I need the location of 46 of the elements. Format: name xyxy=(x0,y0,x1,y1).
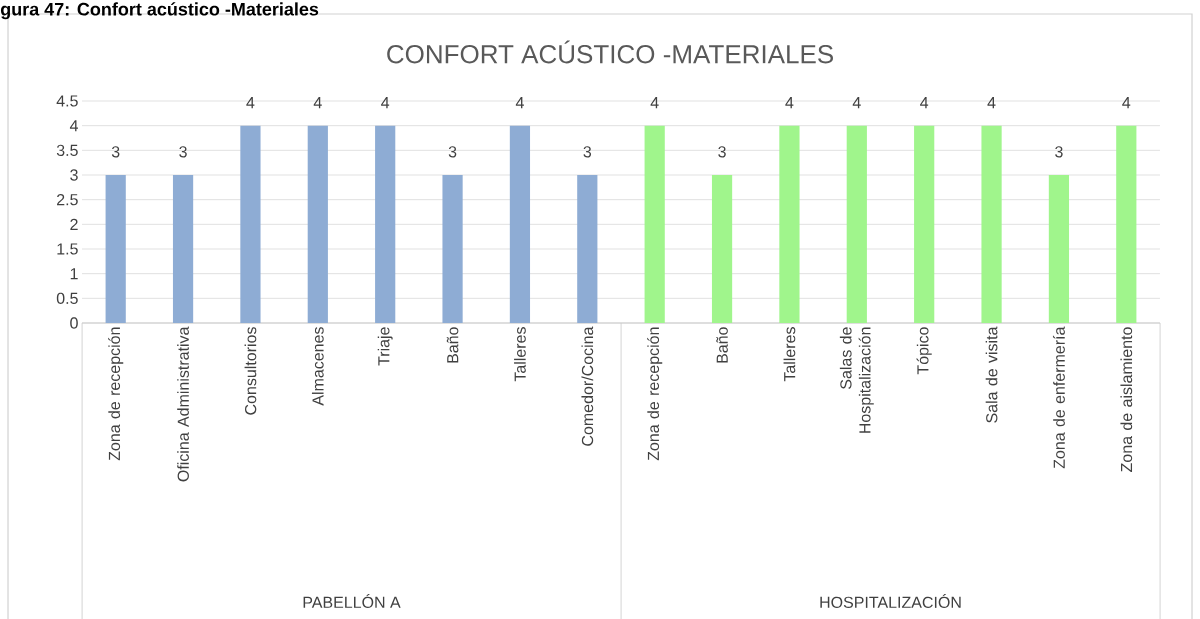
y-tick-label: 3.5 xyxy=(56,144,78,156)
data-label: 4 xyxy=(785,97,794,109)
x-tick-label: Salas de Hospitalización xyxy=(839,327,874,433)
data-label: 3 xyxy=(179,146,187,158)
x-tick-label: Triaje xyxy=(377,327,393,366)
x-tick-label: Comedor/Cocina xyxy=(581,326,594,446)
data-label: 4 xyxy=(246,97,255,109)
data-label: 3 xyxy=(111,146,120,158)
data-label: 4 xyxy=(1122,97,1131,109)
data-label: 4 xyxy=(920,97,929,109)
x-tick-label: Baño xyxy=(446,327,459,363)
text: gura 47: Confort acústico -Materiales xyxy=(0,2,319,20)
data-label: 3 xyxy=(583,146,592,158)
y-tick-label: 2 xyxy=(70,218,78,230)
x-tick-label: Oficina Administrativa xyxy=(177,326,189,482)
x-tick-label: Talleres xyxy=(514,327,526,382)
x-tick-label: Zona de recepción xyxy=(647,327,663,461)
x-tick-label: Consultorios xyxy=(244,327,257,415)
data-label: 3 xyxy=(718,146,726,158)
x-tick-label: Talleres xyxy=(783,327,796,382)
x-tick-label: Sala de visita xyxy=(985,326,998,423)
text: PABELLÓN A xyxy=(303,593,401,609)
y-tick-label: 1 xyxy=(70,268,78,280)
data-label: 4 xyxy=(650,97,659,109)
y-tick-label: 2.5 xyxy=(57,194,78,206)
data-label: 4 xyxy=(515,97,524,109)
data-label: 3 xyxy=(1055,146,1063,158)
y-tick-label: 0 xyxy=(70,317,78,329)
text: HOSPITALIZACIÓN xyxy=(820,593,961,609)
x-tick-label: Almacenes xyxy=(311,327,324,406)
x-tick-label: Baño xyxy=(716,327,728,363)
y-tick-label: 4.5 xyxy=(56,95,78,107)
data-label: 4 xyxy=(381,97,390,109)
x-tick-label: Zona de recepción xyxy=(108,327,124,461)
y-tick-label: 4 xyxy=(69,120,78,132)
data-label: 4 xyxy=(987,97,996,109)
y-tick-label: 1.5 xyxy=(57,243,78,255)
x-tick-label: Zona de enfermería xyxy=(1052,326,1065,469)
data-label: 4 xyxy=(313,97,322,109)
data-label: 4 xyxy=(852,97,861,109)
y-tick-label: 0.5 xyxy=(56,292,78,304)
y-tick-label: 3 xyxy=(70,169,78,181)
chart-title: CONFORT ACÚSTICO -MATERIALES xyxy=(387,40,833,64)
x-tick-label: Tópico xyxy=(916,327,932,375)
x-tick-label: Zona de aislamiento xyxy=(1120,327,1133,472)
data-label: 3 xyxy=(448,146,457,158)
